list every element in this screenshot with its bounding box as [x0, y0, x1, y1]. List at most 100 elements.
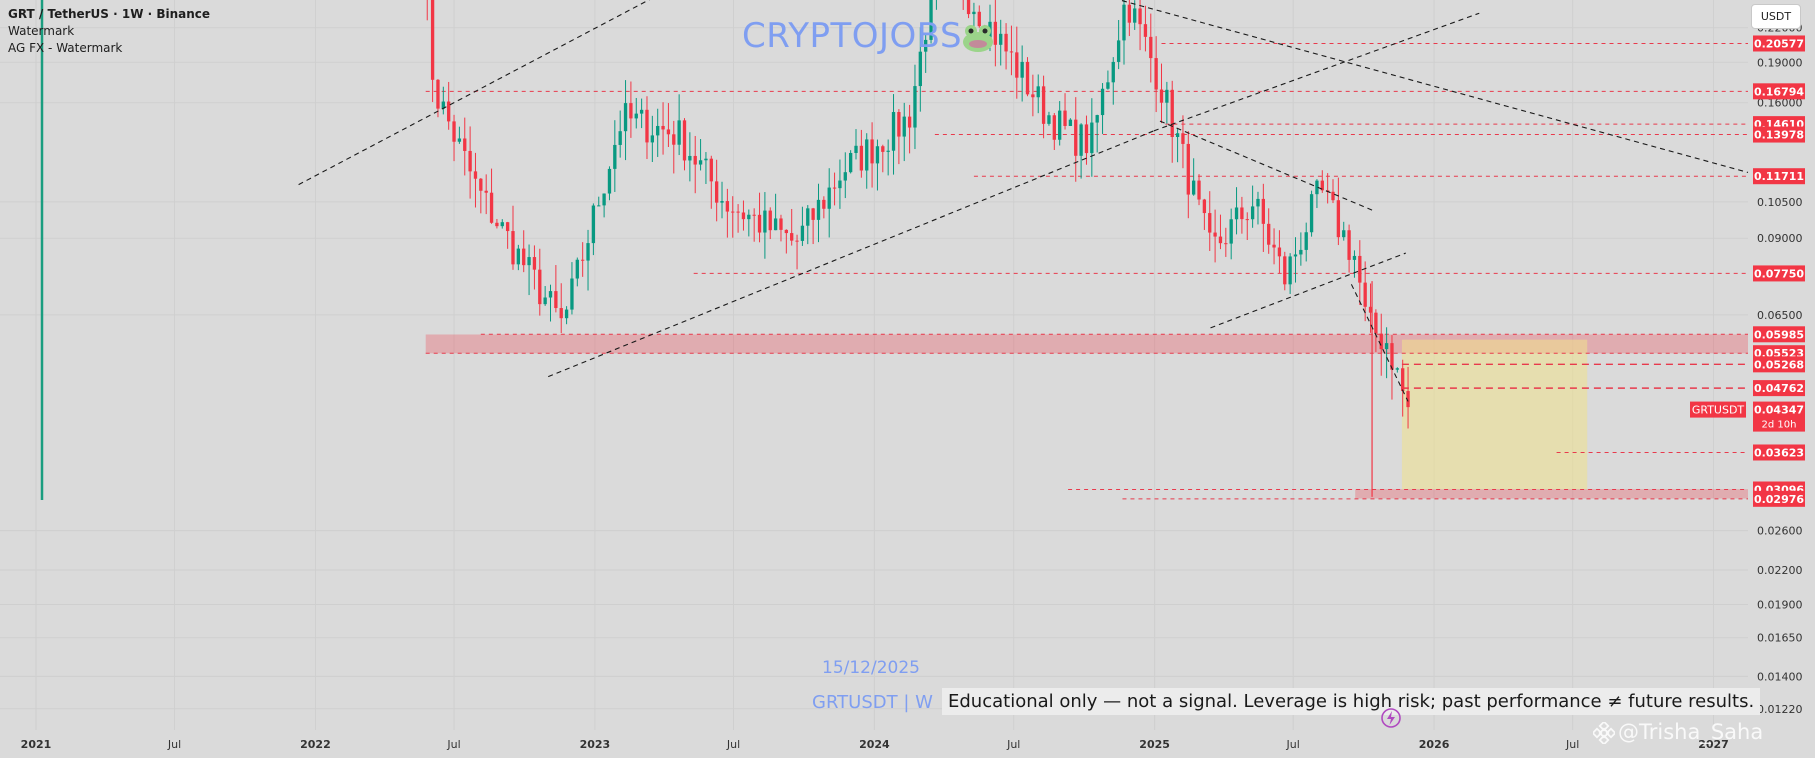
- candle-body: [875, 146, 880, 164]
- level-price-label: 0.02976: [1753, 490, 1805, 507]
- candle: [731, 196, 735, 238]
- candle-body: [1283, 256, 1287, 285]
- legend-indicator-1[interactable]: Watermark: [8, 24, 75, 38]
- candle-body: [1122, 4, 1126, 41]
- candle: [607, 166, 612, 201]
- candle: [1202, 198, 1207, 230]
- candle: [790, 208, 794, 246]
- candle-body: [773, 218, 778, 231]
- candle: [1068, 118, 1073, 127]
- candle: [832, 172, 837, 206]
- candle-body: [505, 222, 510, 232]
- candle-body: [902, 116, 906, 137]
- candle: [1122, 0, 1126, 65]
- candle: [1277, 230, 1282, 274]
- level-price-label: 0.20577: [1753, 35, 1805, 52]
- candle: [913, 64, 917, 150]
- candle-body: [1374, 312, 1378, 334]
- candle-body: [1229, 219, 1233, 244]
- candle: [1047, 111, 1051, 126]
- candle-body: [1245, 219, 1249, 221]
- candle-body: [1256, 198, 1260, 207]
- candle-body: [543, 297, 547, 305]
- candle: [999, 19, 1003, 66]
- price-tick-label: 0.16000: [1757, 97, 1803, 110]
- binance-logo-icon: [1593, 722, 1615, 744]
- level-price-label-bg: [1753, 444, 1805, 461]
- price-tick-label: 0.01220: [1757, 703, 1803, 716]
- candle-body: [639, 109, 644, 114]
- candle: [645, 96, 649, 160]
- time-axis[interactable]: 2021 Jul 2022 Jul 2023 Jul 2024 Jul 2025 Jul 2026 J…: [21, 738, 1729, 751]
- candle-body: [602, 193, 606, 206]
- candle-body: [1363, 282, 1367, 307]
- ticker-watermark: GRTUSDT | W: [812, 692, 933, 713]
- candle-body: [704, 158, 708, 161]
- last-price-value: 0.04347: [1754, 404, 1804, 417]
- candle-body: [1320, 180, 1324, 191]
- candle-body: [1358, 255, 1362, 283]
- level-price-label-bg: [1753, 326, 1805, 343]
- candle-body: [1309, 194, 1314, 233]
- candle-body: [897, 112, 901, 137]
- candle-body: [779, 218, 783, 230]
- legend-indicator-2[interactable]: AG FX - Watermark: [8, 41, 123, 55]
- candle: [1063, 93, 1067, 130]
- candle: [1336, 177, 1341, 246]
- candle-body: [500, 222, 504, 227]
- grid-lines: [0, 0, 1748, 730]
- currency-button[interactable]: USDT: [1751, 4, 1801, 29]
- candle-body: [907, 116, 912, 128]
- candle: [426, 0, 428, 21]
- candle-body: [656, 125, 660, 136]
- candle: [629, 81, 633, 138]
- candle: [848, 150, 853, 174]
- candle-body: [870, 139, 874, 164]
- candle-body: [511, 231, 515, 265]
- candle: [1192, 158, 1196, 196]
- candle: [602, 193, 606, 218]
- candle-body: [634, 113, 638, 119]
- candle: [500, 219, 504, 229]
- candle-body: [1197, 180, 1201, 200]
- candle-body: [1106, 82, 1110, 89]
- candle-body: [1368, 306, 1373, 313]
- price-axis[interactable]: 0.220000.190000.160000.105000.090000.065…: [1690, 22, 1805, 716]
- candle: [1304, 222, 1308, 262]
- candle-body: [1213, 232, 1217, 237]
- candle: [773, 193, 778, 231]
- candle: [666, 103, 671, 148]
- candle: [1020, 45, 1024, 102]
- candle: [993, 0, 998, 67]
- time-tick-label: 2027: [1698, 738, 1729, 751]
- candle: [698, 139, 703, 171]
- candle: [1058, 101, 1062, 146]
- candle-body: [1041, 86, 1046, 124]
- candle: [634, 97, 638, 129]
- trendlines-layer: [298, 0, 1749, 402]
- candle-body: [1379, 333, 1383, 350]
- legend-symbol[interactable]: GRT / TetherUS · 1W · Binance: [8, 7, 211, 21]
- level-price-label-bg: [1753, 356, 1805, 373]
- candle-body: [1090, 122, 1094, 154]
- candle: [1041, 75, 1046, 139]
- candle-body: [516, 248, 521, 265]
- candle-body: [607, 168, 612, 194]
- candle-body: [1165, 89, 1169, 103]
- price-tick-label: 0.01400: [1757, 670, 1803, 683]
- flash-icon[interactable]: [1380, 707, 1402, 729]
- level-price-label: 0.05268: [1753, 356, 1805, 373]
- candle: [1309, 190, 1314, 237]
- candle-body: [1138, 8, 1142, 25]
- candle: [747, 209, 751, 237]
- candle-body: [1390, 343, 1394, 370]
- candle: [1004, 23, 1008, 70]
- candle: [1138, 0, 1142, 51]
- candle: [972, 2, 976, 29]
- candle-body: [972, 11, 976, 15]
- candle: [935, 0, 937, 10]
- last-price-symbol: GRTUSDT: [1692, 404, 1745, 417]
- candle: [570, 262, 574, 315]
- candle: [682, 118, 687, 171]
